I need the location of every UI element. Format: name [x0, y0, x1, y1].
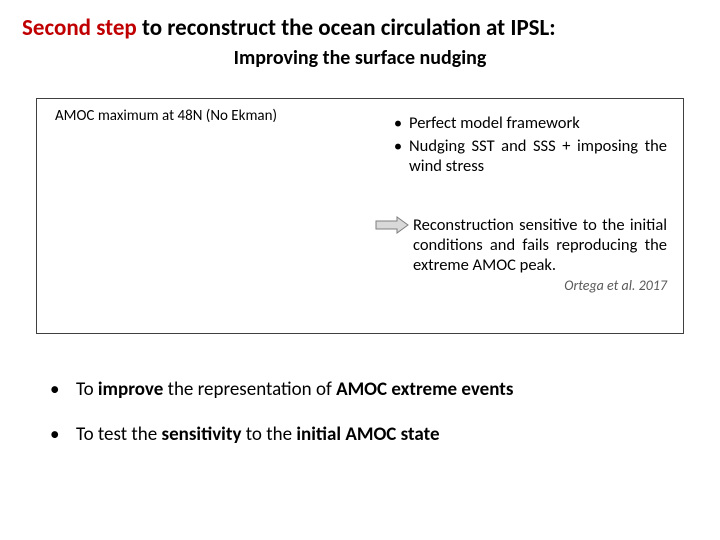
lower-text: To test the sensitivity to the initial A… [76, 423, 698, 446]
t: improve [98, 378, 163, 401]
bullet-text: Nudging SST and SSS + imposing the wind … [409, 136, 667, 177]
title-black: to reconstruct the ocean circulation at … [142, 14, 556, 42]
lower-item: • To test the sensitivity to the initial… [50, 423, 698, 446]
lower-item: • To improve the representation of AMOC … [50, 378, 698, 401]
bullet-item: • Perfect model framework [387, 113, 667, 134]
box-conclusion: Reconstruction sensitive to the initial … [377, 215, 667, 294]
lower-bullets: • To improve the representation of AMOC … [22, 378, 698, 446]
box-bullets: • Perfect model framework • Nudging SST … [387, 113, 667, 179]
t: To test the [76, 423, 161, 446]
conclusion-text: Reconstruction sensitive to the initial … [413, 215, 667, 275]
t: sensitivity [161, 423, 241, 446]
box-caption: AMOC maximum at 48N (No Ekman) [55, 107, 277, 125]
t: initial AMOC state [296, 423, 439, 446]
t: the representation of [163, 378, 336, 401]
bullet-dot: • [387, 113, 409, 134]
citation: Ortega et al. 2017 [377, 277, 667, 294]
bullet-text: Perfect model framework [409, 113, 667, 134]
conclusion-lead: Reconstruction sensitive to [413, 215, 597, 235]
t: To [76, 378, 98, 401]
bullet-dot: • [50, 378, 76, 401]
content-box: AMOC maximum at 48N (No Ekman) • Perfect… [36, 98, 684, 334]
t: AMOC extreme events [336, 378, 513, 401]
slide-title: Second step to reconstruct the ocean cir… [22, 14, 698, 42]
lower-text: To improve the representation of AMOC ex… [76, 378, 698, 401]
bullet-item: • Nudging SST and SSS + imposing the win… [387, 136, 667, 177]
t: to the [241, 423, 296, 446]
slide-subtitle: Improving the surface nudging [22, 46, 698, 70]
arrow-icon [375, 216, 409, 234]
title-red: Second step [22, 14, 142, 42]
bullet-dot: • [387, 136, 409, 177]
bullet-dot: • [50, 423, 76, 446]
